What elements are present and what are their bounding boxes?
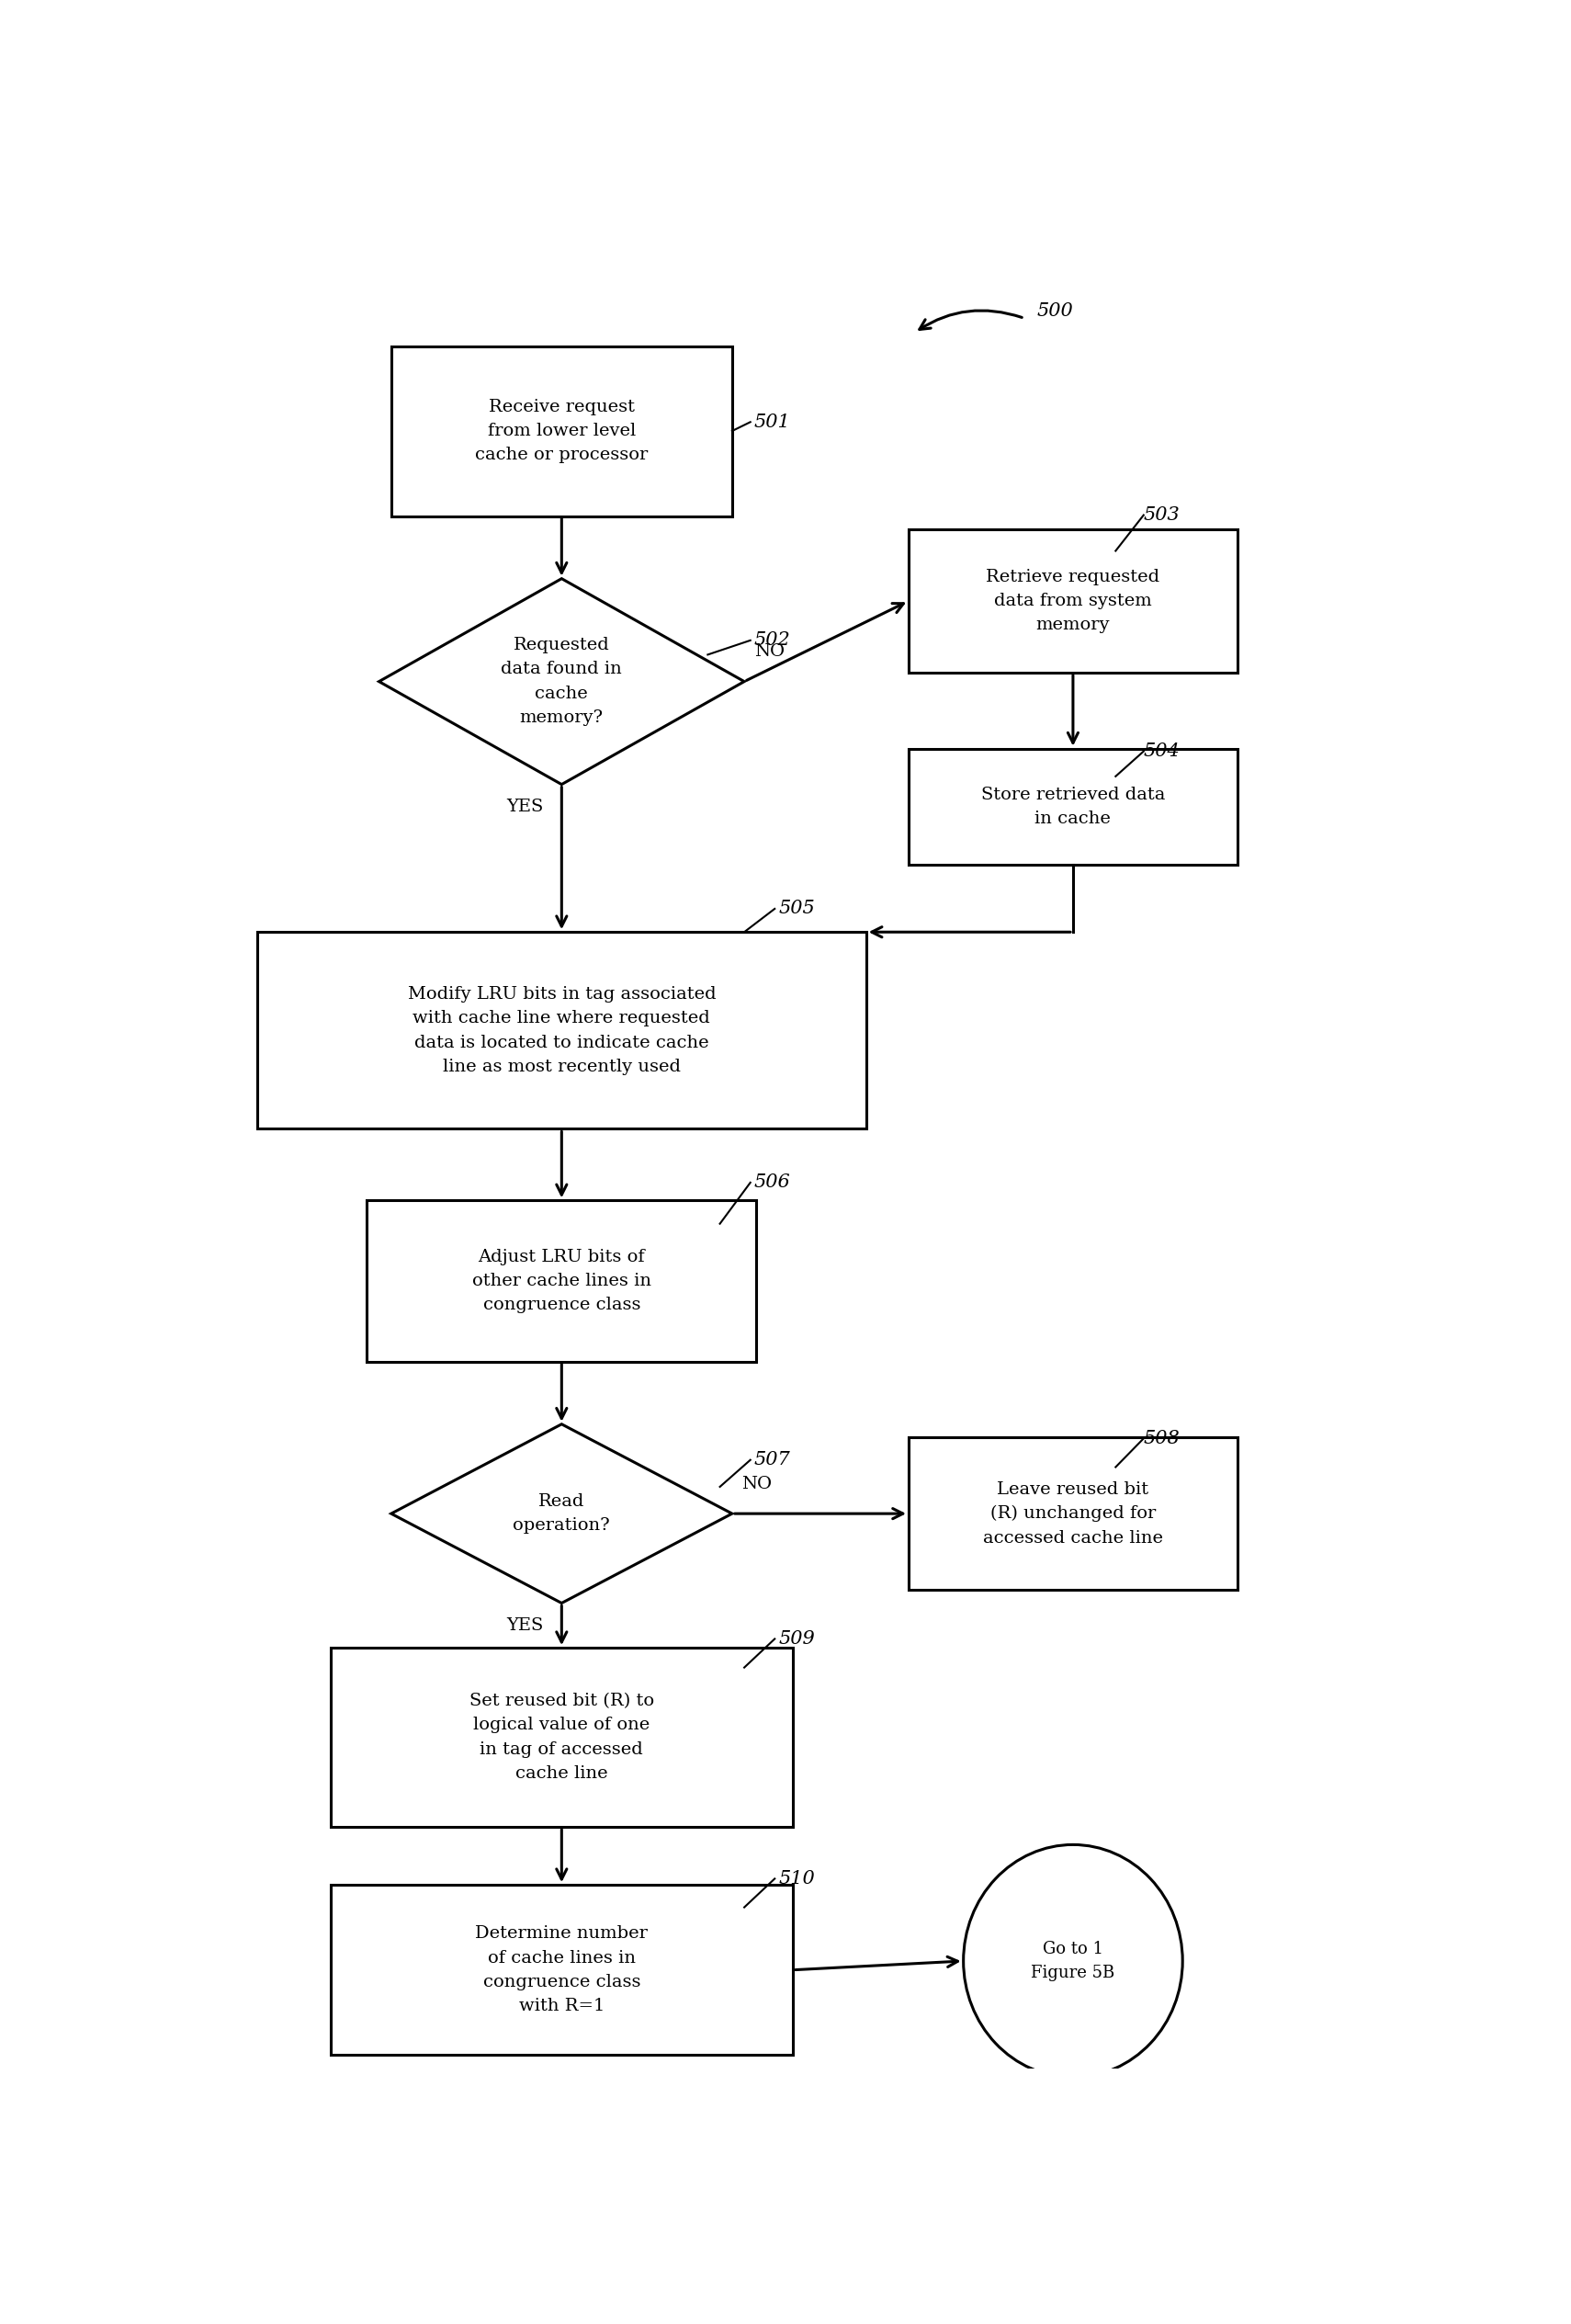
Text: 504: 504 — [1144, 744, 1180, 760]
FancyBboxPatch shape — [908, 748, 1238, 865]
Text: YES: YES — [506, 1618, 544, 1634]
Text: Determine number
of cache lines in
congruence class
with R=1: Determine number of cache lines in congr… — [476, 1924, 647, 2015]
Text: NO: NO — [742, 1476, 773, 1492]
Text: 502: 502 — [754, 632, 790, 648]
FancyBboxPatch shape — [330, 1885, 793, 2054]
Text: NO: NO — [754, 644, 784, 660]
Text: Adjust LRU bits of
other cache lines in
congruence class: Adjust LRU bits of other cache lines in … — [471, 1248, 652, 1313]
Text: Go to 1
Figure 5B: Go to 1 Figure 5B — [1031, 1941, 1115, 1982]
Text: 503: 503 — [1144, 507, 1180, 523]
Text: Set reused bit (R) to
logical value of one
in tag of accessed
cache line: Set reused bit (R) to logical value of o… — [470, 1692, 654, 1783]
Text: 506: 506 — [754, 1174, 790, 1192]
FancyBboxPatch shape — [368, 1202, 756, 1362]
Text: YES: YES — [506, 799, 544, 816]
Text: 508: 508 — [1144, 1429, 1180, 1448]
FancyBboxPatch shape — [908, 530, 1238, 672]
Text: 510: 510 — [778, 1871, 815, 1887]
Polygon shape — [391, 1425, 732, 1604]
FancyBboxPatch shape — [258, 932, 866, 1129]
FancyBboxPatch shape — [908, 1439, 1238, 1590]
Ellipse shape — [963, 1845, 1183, 2078]
Text: 500: 500 — [1037, 302, 1073, 321]
Text: 505: 505 — [778, 899, 815, 918]
Text: Modify LRU bits in tag associated
with cache line where requested
data is locate: Modify LRU bits in tag associated with c… — [407, 985, 716, 1076]
Text: Read
operation?: Read operation? — [514, 1494, 610, 1534]
Text: Leave reused bit
(R) unchanged for
accessed cache line: Leave reused bit (R) unchanged for acces… — [983, 1480, 1163, 1545]
Text: 501: 501 — [754, 414, 790, 430]
FancyBboxPatch shape — [391, 346, 732, 516]
Text: 507: 507 — [754, 1450, 790, 1469]
FancyBboxPatch shape — [330, 1648, 793, 1827]
Text: Retrieve requested
data from system
memory: Retrieve requested data from system memo… — [987, 569, 1159, 634]
Text: Requested
data found in
cache
memory?: Requested data found in cache memory? — [501, 637, 622, 725]
Text: 509: 509 — [778, 1629, 815, 1648]
Text: Store retrieved data
in cache: Store retrieved data in cache — [980, 786, 1166, 827]
Text: Receive request
from lower level
cache or processor: Receive request from lower level cache o… — [474, 397, 649, 462]
Polygon shape — [379, 579, 745, 786]
